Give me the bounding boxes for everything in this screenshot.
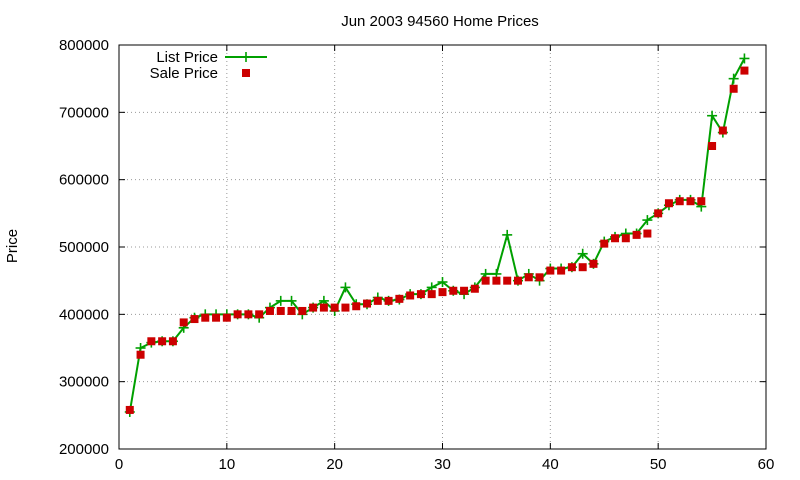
sale-price-point [406,291,415,300]
sale-price-point [697,197,706,206]
sale-price-point [136,350,145,359]
sale-price-point [675,197,684,206]
sale-price-point [330,303,339,312]
sale-price-point [125,405,134,414]
sale-price-point [632,230,641,239]
sale-price-point [664,199,673,208]
sale-price-point [524,273,533,282]
sale-price-point [686,197,695,206]
y-tick-label: 700000 [59,104,109,121]
list-price-point [437,277,448,288]
sale-price-point [244,310,253,319]
list-price-point [340,282,351,293]
sale-price-point [643,229,652,238]
sale-price-point [449,286,458,295]
sale-price-point [363,299,372,308]
sale-price-point [352,302,361,311]
x-tick-label: 30 [434,456,451,473]
sale-price-point [168,337,177,346]
sale-price-point [438,288,447,297]
y-tick-label: 400000 [59,306,109,323]
list-price-point [286,295,297,306]
sale-price-point [373,296,382,305]
axis-ticks: 0 10 20 30 40 50 60 200000 300000 400000 500000 600… [59,37,774,473]
sale-price-point [589,259,598,268]
y-tick-label: 600000 [59,172,109,189]
legend-marker-swatch [241,52,251,62]
x-tick-label: 50 [650,456,667,473]
sale-price-point [740,66,749,75]
sale-price-point [147,337,156,346]
sale-price-point [578,263,587,272]
sale-price-point [179,318,188,327]
sale-price-point [481,276,490,285]
x-tick-label: 10 [218,456,235,473]
list-price-point [502,229,513,240]
list-price-point [642,215,653,226]
x-tick-label: 40 [542,456,559,473]
list-price-point [275,295,286,306]
sale-price-point [427,290,436,299]
sale-price-point [233,310,242,319]
list-price-point [739,53,750,64]
y-tick-label: 500000 [59,239,109,256]
y-tick-label: 800000 [59,37,109,54]
legend-label: Sale Price [150,65,218,82]
list-price-point [728,73,739,84]
legend-item-sale-price: Sale Price [150,65,250,82]
legend-item-list-price: List Price [156,49,267,66]
sale-price-point [557,266,566,275]
sale-price-point [309,303,318,312]
sale-price-point [265,306,274,315]
sale-price-point [212,313,221,322]
sale-price-point [621,234,630,243]
sale-price-point [470,284,479,293]
sale-price-point [611,234,620,243]
sale-price-point [718,126,727,135]
list-price-series [124,53,750,417]
sale-price-point [729,84,738,93]
x-tick-label: 20 [326,456,343,473]
sale-price-series [125,66,749,414]
sale-price-point [513,276,522,285]
grid-lines [119,45,766,449]
x-tick-label: 0 [115,456,123,473]
sale-price-point [567,263,576,272]
sale-price-point [546,266,555,275]
legend-label: List Price [156,49,218,66]
sale-price-point [535,273,544,282]
sale-price-point [201,313,210,322]
sale-price-point [190,315,199,324]
sale-price-point [600,239,609,248]
sale-price-point [460,286,469,295]
sale-price-point [384,296,393,305]
sale-price-point [492,276,501,285]
sale-price-point [287,306,296,315]
x-tick-label: 60 [758,456,775,473]
y-axis-label: Price [4,229,21,263]
list-price-point [577,248,588,259]
list-price-point [707,110,718,121]
sale-price-point [341,303,350,312]
sale-price-point [222,313,231,322]
sale-price-point [319,303,328,312]
sale-price-point [708,142,717,150]
chart-title: Jun 2003 94560 Home Prices [341,13,539,30]
list-price-line [128,57,746,413]
series-layer [124,53,750,417]
y-tick-label: 200000 [59,441,109,458]
sale-price-point [276,306,285,315]
y-tick-label: 300000 [59,374,109,391]
legend-marker-swatch [242,69,250,77]
sale-price-point [654,209,663,218]
sale-price-point [255,310,264,319]
sale-price-point [395,294,404,303]
sale-price-point [416,290,425,299]
sale-price-point [503,276,512,285]
sale-price-point [298,306,307,315]
sale-price-point [158,337,167,346]
